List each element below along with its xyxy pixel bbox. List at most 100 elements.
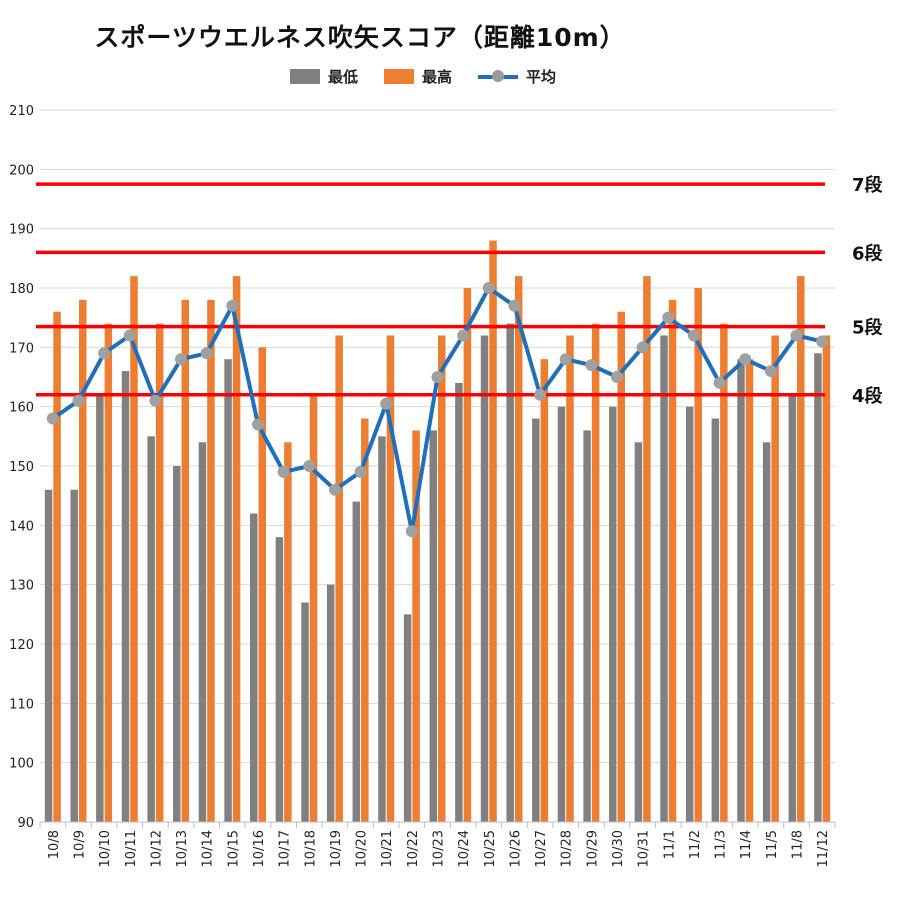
average-marker	[585, 359, 598, 372]
bar-max	[78, 299, 87, 822]
bar-max	[155, 323, 164, 822]
average-marker	[534, 388, 547, 401]
average-marker	[226, 299, 239, 312]
y-tick-label: 160	[9, 401, 34, 416]
y-tick-label: 90	[17, 816, 34, 831]
reference-lines: 7段 6段 5段 4段	[36, 174, 884, 407]
x-tick-label: 10/27	[534, 830, 549, 867]
legend-label-avg: 平均	[526, 68, 557, 86]
bar-min	[429, 430, 437, 822]
average-marker	[303, 460, 316, 472]
bar-min	[480, 335, 489, 822]
y-tick-label: 190	[9, 223, 34, 238]
bar-min	[352, 501, 361, 822]
legend-label-max: 最高	[422, 68, 453, 86]
x-tick-label: 10/25	[483, 830, 498, 867]
x-tick-label: 10/30	[611, 830, 626, 867]
bar-max	[361, 418, 369, 822]
bar-max	[181, 299, 190, 822]
average-marker	[611, 371, 624, 383]
bar-max	[438, 335, 446, 822]
average-marker	[123, 329, 136, 342]
bar-min	[147, 436, 155, 822]
average-marker	[636, 341, 649, 354]
bar-min	[275, 537, 284, 822]
average-marker	[559, 353, 572, 366]
chart-title: スポーツウエルネス吹矢スコア（距離10m）	[94, 23, 626, 52]
reference-line-label: 5段	[852, 317, 884, 339]
bar-max	[130, 276, 138, 823]
bar-max	[822, 335, 831, 822]
reference-line-label: 6段	[852, 242, 884, 264]
bar-min	[198, 442, 207, 822]
bar-max	[104, 323, 113, 822]
average-marker	[790, 329, 803, 342]
average-marker	[98, 347, 111, 360]
bar-min	[660, 335, 668, 822]
bar-min	[609, 406, 617, 822]
bar-min	[455, 382, 463, 822]
legend-item-avg: 平均	[478, 66, 556, 87]
average-marker	[149, 394, 162, 407]
bar-min	[532, 418, 540, 822]
average-marker	[457, 329, 470, 342]
x-tick-label: 10/20	[355, 830, 370, 867]
bar-min	[814, 353, 822, 822]
x-tick-label: 11/8	[791, 830, 806, 859]
bar-max	[309, 394, 318, 822]
y-tick-label: 180	[9, 282, 34, 297]
average-marker	[739, 353, 752, 366]
bar-min	[788, 394, 797, 822]
bars	[44, 240, 831, 823]
x-tick-label: 11/5	[765, 830, 780, 859]
x-tick-label: 10/19	[329, 830, 344, 867]
bar-max	[207, 299, 215, 822]
bar-max	[566, 335, 574, 822]
average-marker	[251, 418, 264, 431]
x-tick-label: 11/2	[688, 830, 703, 859]
x-tick-label: 11/1	[662, 830, 677, 859]
average-marker	[713, 376, 726, 389]
average-marker	[687, 329, 700, 342]
x-tick-label: 10/16	[252, 830, 267, 867]
y-tick-label: 130	[9, 579, 34, 594]
average-marker	[328, 483, 341, 496]
bar-max	[258, 347, 266, 822]
bar-max	[335, 335, 343, 822]
bar-max	[617, 311, 626, 822]
bar-max	[412, 430, 420, 822]
x-tick-label: 10/17	[278, 830, 293, 867]
bar-max	[53, 311, 61, 822]
bar-max	[643, 276, 651, 823]
average-marker	[277, 465, 290, 478]
x-tick-label: 10/9	[72, 830, 87, 859]
legend-swatch-min	[290, 69, 320, 84]
x-tick-label: 10/11	[124, 830, 139, 867]
bar-min	[737, 359, 745, 822]
x-tick-label: 10/10	[98, 830, 113, 867]
bar-max	[745, 359, 754, 822]
average-marker	[380, 397, 393, 410]
y-axis-ticks: 90 100 110 120 130 140 150 160 170 180 190 200 210	[9, 104, 34, 831]
bar-max	[720, 323, 728, 822]
x-axis: 10/8 10/9 10/10 10/11 10/12 10/13 10/14 10/15 10…	[39, 821, 836, 867]
average-marker	[431, 371, 444, 383]
average-line	[46, 282, 829, 538]
average-marker	[200, 347, 213, 360]
y-tick-label: 100	[9, 757, 34, 772]
x-tick-label: 10/21	[380, 830, 395, 867]
average-marker	[662, 311, 675, 324]
bar-min	[44, 489, 53, 822]
bar-min	[326, 584, 335, 822]
y-tick-label: 210	[9, 104, 34, 119]
bar-max	[514, 276, 523, 823]
y-tick-label: 120	[9, 638, 34, 653]
bar-min	[685, 406, 694, 822]
average-marker	[482, 282, 495, 294]
average-marker	[764, 365, 777, 378]
y-tick-label: 170	[9, 341, 34, 356]
bar-min	[173, 466, 181, 822]
x-tick-label: 10/15	[226, 830, 241, 867]
legend-swatch-max	[384, 69, 415, 84]
bar-min	[583, 430, 591, 822]
